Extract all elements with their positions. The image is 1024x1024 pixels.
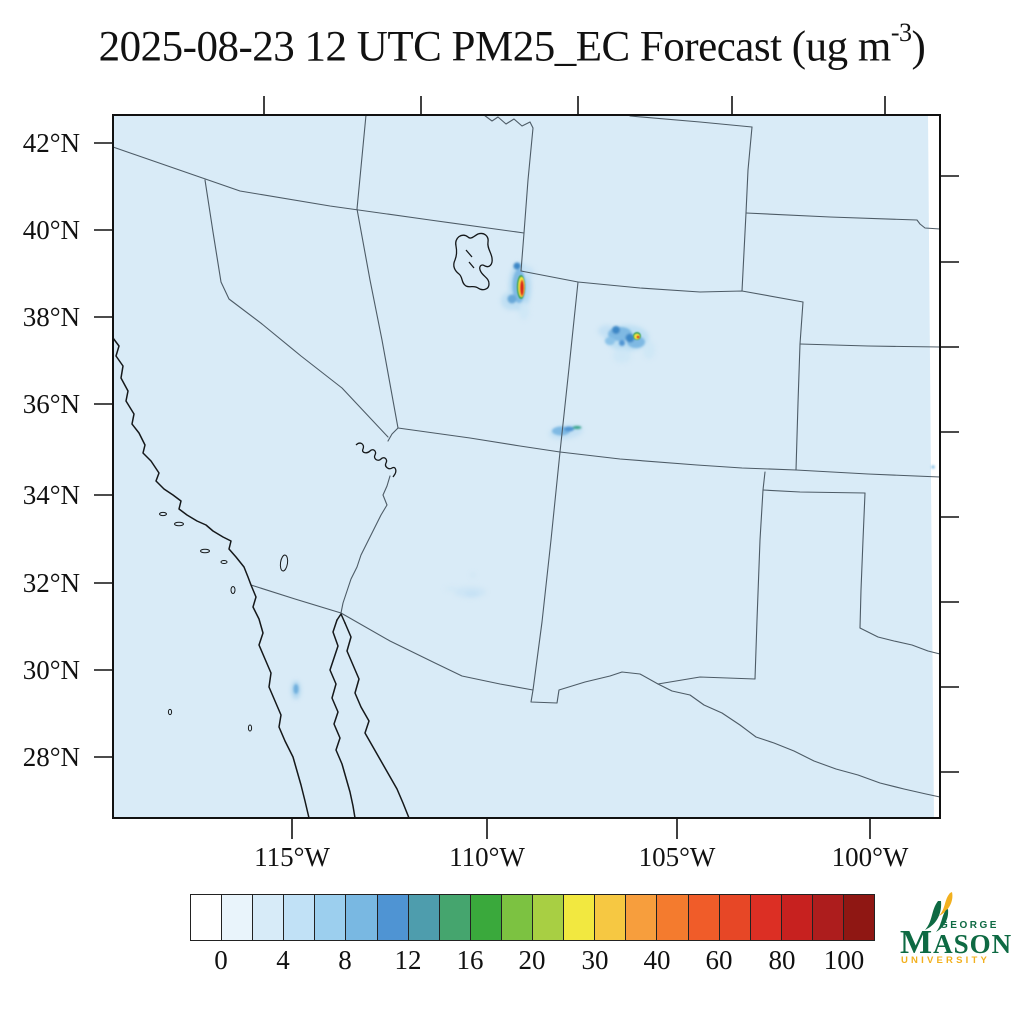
lat-ticks-right — [941, 175, 959, 773]
lon-ticks-bottom — [291, 819, 871, 839]
lon-label-105w: 105°W — [638, 842, 716, 872]
colorbar-tick-100: 100 — [823, 945, 865, 975]
lat-label-34n: 34°N — [22, 480, 80, 510]
islands — [159, 511, 253, 732]
title-main: 2025-08-23 12 UTC PM25_EC Forecast (ug m — [98, 23, 892, 71]
coastline — [112, 337, 410, 819]
colorbar-cell — [284, 895, 316, 940]
colorbar-tick-16: 16 — [456, 945, 484, 975]
colorbar-tick-60: 60 — [705, 945, 733, 975]
colorbar-cell — [470, 895, 502, 940]
colorbar-tick-0: 0 — [214, 945, 228, 975]
gmu-logo-george: GEORGE — [940, 920, 999, 931]
lat-label-36n: 36°N — [22, 389, 80, 419]
colorbar-cell — [843, 895, 875, 940]
great-salt-lake — [453, 232, 493, 291]
colorbar-tick-80: 80 — [768, 945, 796, 975]
colorbar-tick-4: 4 — [276, 945, 290, 975]
colorbar-tick-40: 40 — [643, 945, 671, 975]
colorbar-tick-20: 20 — [518, 945, 546, 975]
map-data-region — [113, 115, 940, 818]
colorbar-cell — [501, 895, 534, 940]
colorbar-cell — [191, 895, 223, 940]
pm25-plume-cores — [516, 275, 641, 340]
lat-ticks-left — [94, 142, 112, 758]
colorbar-cell — [533, 895, 565, 940]
page-title: 2025-08-23 12 UTC PM25_EC Forecast (ug m… — [0, 18, 1024, 71]
colorbar-cell — [315, 895, 347, 940]
colorbar-cell — [253, 895, 285, 940]
lon-ticks-top — [263, 96, 886, 114]
lon-label-100w: 100°W — [831, 842, 909, 872]
colorbar-cell — [564, 895, 596, 940]
salton-sea — [279, 554, 289, 572]
colorbar — [190, 894, 875, 941]
gmu-logo-university: UNIVERSITY — [901, 955, 991, 966]
colorbar-cell — [346, 895, 378, 940]
colorbar-cell — [812, 895, 844, 940]
lat-label-42n: 42°N — [22, 128, 80, 158]
colorbar-cell — [408, 895, 440, 940]
gmu-leaf-icon — [925, 892, 953, 932]
colorbar-cell — [750, 895, 782, 940]
lakes — [279, 232, 493, 572]
state-borders — [112, 114, 941, 798]
colorbar-tick-12: 12 — [394, 945, 422, 975]
lat-label-30n: 30°N — [22, 655, 80, 685]
gmu-logo-mason: MASON — [900, 924, 1013, 961]
title-suffix: ) — [911, 23, 926, 71]
colorbar-cell — [377, 895, 409, 940]
colorbar-cell — [626, 895, 658, 940]
colorbar-cell — [781, 895, 813, 940]
colorbar-cell — [688, 895, 720, 940]
lake-mead — [355, 442, 397, 478]
colorbar-cell — [657, 895, 689, 940]
colorbar-cell — [719, 895, 751, 940]
colorbar-cell — [595, 895, 627, 940]
title-exponent: -3 — [890, 18, 912, 47]
colorbar-cell — [222, 895, 254, 940]
lat-label-28n: 28°N — [22, 742, 80, 772]
lon-label-115w: 115°W — [254, 842, 330, 872]
map-frame — [112, 114, 941, 819]
great-salt-lake-island — [465, 249, 475, 269]
colorbar-tick-30: 30 — [581, 945, 609, 975]
lat-label-40n: 40°N — [22, 215, 80, 245]
colorbar-tick-8: 8 — [338, 945, 352, 975]
gmu-logo: GEORGE MASON UNIVERSITY — [898, 891, 1020, 971]
lat-label-38n: 38°N — [22, 302, 80, 332]
axis-ticks — [94, 96, 959, 839]
lon-label-110w: 110°W — [449, 842, 525, 872]
lat-label-32n: 32°N — [22, 568, 80, 598]
colorbar-cell — [439, 895, 471, 940]
